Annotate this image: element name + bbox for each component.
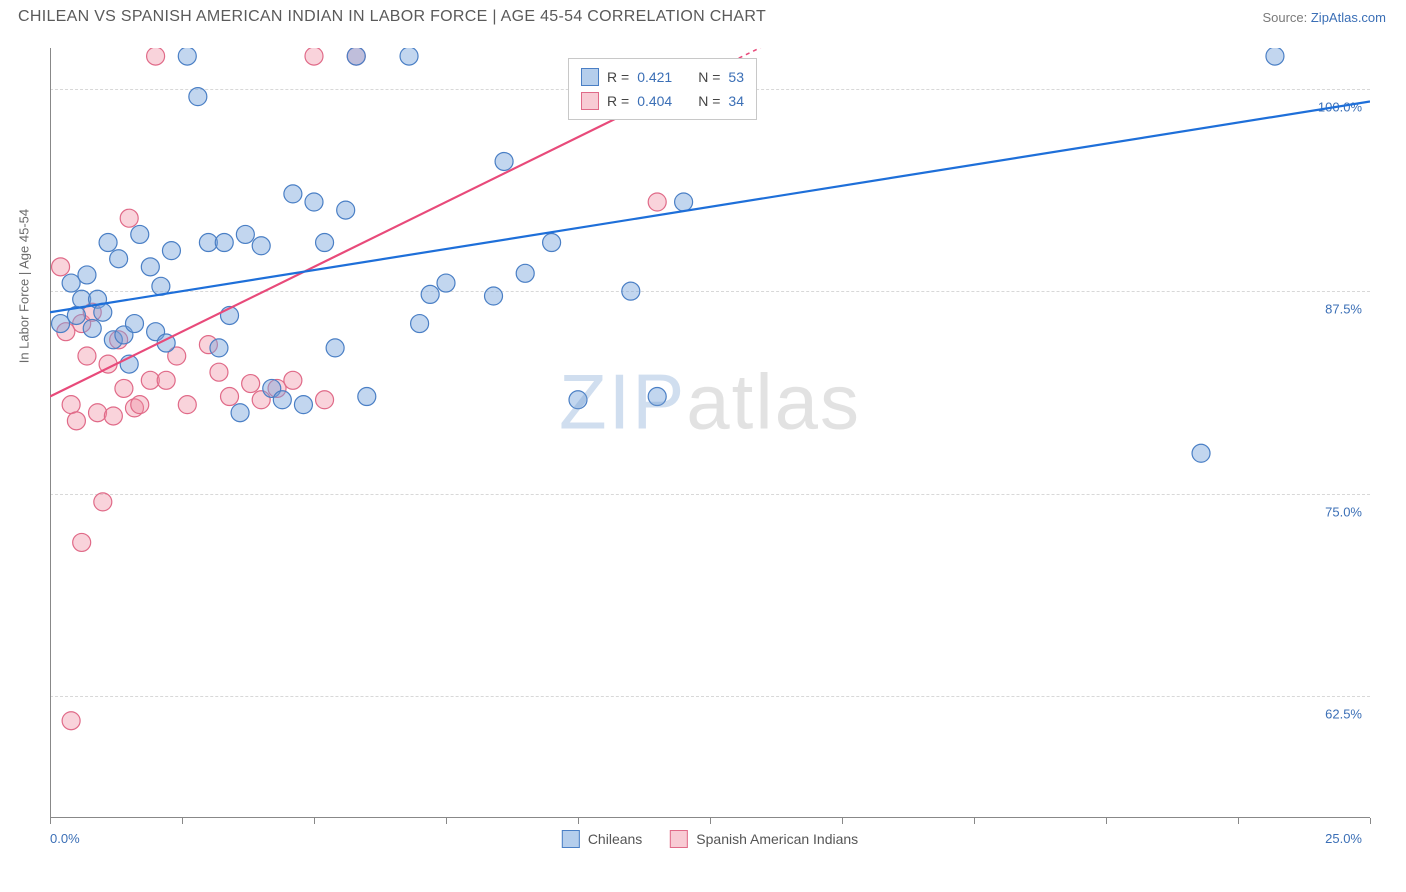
point-chilean — [347, 48, 365, 65]
point-chilean — [675, 193, 693, 211]
point-chilean — [569, 391, 587, 409]
point-spanish — [210, 363, 228, 381]
point-chilean — [358, 388, 376, 406]
point-chilean — [94, 303, 112, 321]
y-axis-label: In Labor Force | Age 45-54 — [17, 209, 32, 363]
point-chilean — [305, 193, 323, 211]
point-chilean — [1266, 48, 1284, 65]
point-chilean — [622, 282, 640, 300]
point-spanish — [62, 712, 80, 730]
x-tick — [842, 818, 843, 824]
point-spanish — [157, 371, 175, 389]
x-tick — [314, 818, 315, 824]
x-axis-min-label: 0.0% — [50, 831, 80, 846]
x-tick — [1370, 818, 1371, 824]
x-tick — [974, 818, 975, 824]
point-chilean — [1192, 444, 1210, 462]
point-chilean — [485, 287, 503, 305]
point-chilean — [400, 48, 418, 65]
point-chilean — [141, 258, 159, 276]
series-legend: Chileans Spanish American Indians — [562, 830, 858, 848]
point-spanish — [147, 48, 165, 65]
point-chilean — [215, 234, 233, 252]
point-spanish — [305, 48, 323, 65]
point-spanish — [115, 379, 133, 397]
point-chilean — [421, 285, 439, 303]
point-spanish — [242, 375, 260, 393]
x-tick — [578, 818, 579, 824]
x-axis-max-label: 25.0% — [1325, 831, 1362, 846]
chart-container: In Labor Force | Age 45-54 62.5%75.0%87.… — [50, 48, 1370, 818]
point-chilean — [294, 396, 312, 414]
point-chilean — [52, 315, 70, 333]
point-chilean — [178, 48, 196, 65]
point-chilean — [131, 225, 149, 243]
point-chilean — [543, 234, 561, 252]
point-spanish — [120, 209, 138, 227]
point-spanish — [94, 493, 112, 511]
point-chilean — [99, 234, 117, 252]
source-link[interactable]: ZipAtlas.com — [1311, 10, 1386, 25]
point-chilean — [326, 339, 344, 357]
point-chilean — [316, 234, 334, 252]
point-chilean — [162, 242, 180, 260]
x-tick — [182, 818, 183, 824]
swatch-pink-icon — [670, 830, 688, 848]
point-spanish — [316, 391, 334, 409]
point-chilean — [110, 250, 128, 268]
scatter-plot-svg — [50, 48, 1370, 818]
point-chilean — [231, 404, 249, 422]
legend-row-chileans: R = 0.421 N = 53 — [581, 65, 744, 89]
point-chilean — [189, 88, 207, 106]
point-spanish — [284, 371, 302, 389]
point-spanish — [131, 396, 149, 414]
point-chilean — [437, 274, 455, 292]
point-spanish — [52, 258, 70, 276]
point-chilean — [83, 319, 101, 337]
point-chilean — [516, 264, 534, 282]
point-spanish — [89, 404, 107, 422]
point-chilean — [411, 315, 429, 333]
legend-row-spanish: R = 0.404 N = 34 — [581, 89, 744, 113]
point-chilean — [125, 315, 143, 333]
x-tick — [446, 818, 447, 824]
point-chilean — [252, 237, 270, 255]
point-spanish — [67, 412, 85, 430]
point-spanish — [648, 193, 666, 211]
point-spanish — [62, 396, 80, 414]
legend-item-chileans: Chileans — [562, 830, 642, 848]
point-spanish — [221, 388, 239, 406]
swatch-pink — [581, 92, 599, 110]
point-spanish — [178, 396, 196, 414]
source-attribution: Source: ZipAtlas.com — [1262, 10, 1386, 25]
chart-title: CHILEAN VS SPANISH AMERICAN INDIAN IN LA… — [18, 8, 766, 26]
x-tick — [50, 818, 51, 824]
x-tick — [710, 818, 711, 824]
point-chilean — [62, 274, 80, 292]
plot-area: 62.5%75.0%87.5%100.0% ZIPatlas R = 0.421… — [50, 48, 1370, 818]
point-chilean — [273, 391, 291, 409]
point-chilean — [236, 225, 254, 243]
point-chilean — [78, 266, 96, 284]
point-spanish — [104, 407, 122, 425]
trendline-chilean — [50, 101, 1370, 312]
point-chilean — [337, 201, 355, 219]
legend-item-spanish: Spanish American Indians — [670, 830, 858, 848]
x-tick — [1106, 818, 1107, 824]
point-spanish — [78, 347, 96, 365]
swatch-blue — [581, 68, 599, 86]
point-chilean — [495, 152, 513, 170]
point-chilean — [210, 339, 228, 357]
point-chilean — [648, 388, 666, 406]
point-spanish — [73, 533, 91, 551]
x-tick — [1238, 818, 1239, 824]
correlation-legend: R = 0.421 N = 53 R = 0.404 N = 34 — [568, 58, 757, 120]
point-chilean — [284, 185, 302, 203]
swatch-blue-icon — [562, 830, 580, 848]
